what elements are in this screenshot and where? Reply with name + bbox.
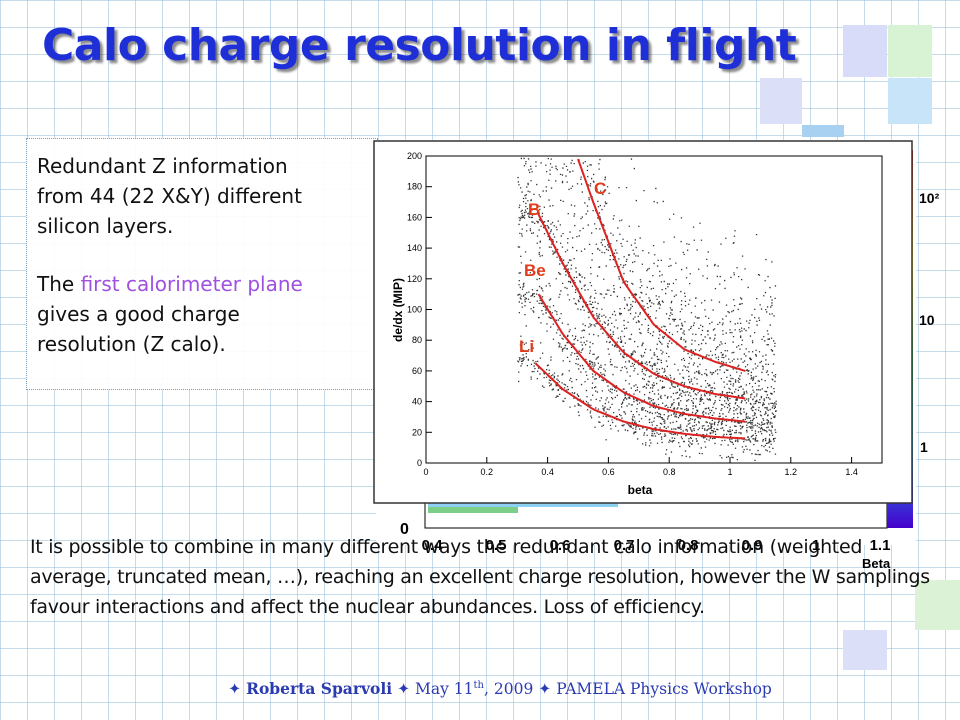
y-tick-label: 100 (407, 305, 422, 315)
x-tick-label: 0 (423, 467, 428, 477)
x-axis-label: beta (628, 483, 653, 497)
y-tick-label: 160 (407, 212, 422, 222)
y-tick-label: 140 (407, 243, 422, 253)
description-line: Redundant Z information (37, 154, 288, 178)
curve-label-c: C (594, 179, 606, 198)
scatter-plot-area (425, 155, 883, 464)
footer-separator: ✦ (228, 680, 242, 698)
color-scale-label: 1 (920, 439, 928, 455)
body-paragraph: It is possible to combine in many differ… (30, 536, 930, 618)
x-tick-label: 0.8 (663, 467, 676, 477)
y-tick-label: 60 (412, 366, 422, 376)
footer-separator: ✦ (397, 680, 411, 698)
heatmap-band (428, 507, 518, 513)
scatter-plot: 0 20 40 60 80 100 120 140 160 180 200 0 0.2 0.4 0.6 0.… (373, 140, 913, 504)
y-tick-label: 120 (407, 274, 422, 284)
description-line: from 44 (22 X&Y) different (37, 184, 302, 208)
y-tick-label: 200 (407, 151, 422, 161)
y-tick-label: 20 (412, 427, 422, 437)
footer-date: May 11th, 2009 (415, 680, 533, 698)
deco-square (843, 25, 887, 77)
footer-event: PAMELA Physics Workshop (556, 680, 772, 698)
color-scale-label: 10² (919, 190, 940, 206)
description-textbox: Redundant Z information from 44 (22 X&Y)… (26, 138, 378, 390)
background-x-tick-label: 0.6 (550, 537, 571, 554)
x-tick-label: 0.4 (541, 467, 554, 477)
description-line: The first calorimeter plane (37, 269, 303, 299)
curve-label-li: Li (519, 337, 534, 356)
footer-author: Roberta Sparvoli (246, 679, 393, 698)
curve-c (577, 158, 746, 372)
y-tick-label: 0 (417, 458, 422, 468)
page-title: Calo charge resolution in flight (42, 20, 797, 71)
y-tick-label: 180 (407, 182, 422, 192)
deco-square (888, 25, 932, 77)
y-axis-label: de/dx (MIP) (391, 278, 405, 342)
footer-date-text: May 11 (415, 680, 474, 698)
description-line: gives a good charge (37, 302, 240, 326)
deco-square (888, 78, 932, 124)
footer: ✦ Roberta Sparvoli ✦ May 11th, 2009 ✦ PA… (200, 679, 800, 698)
x-tick-label: 1 (727, 467, 732, 477)
curve-be (537, 293, 746, 423)
background-x-tick-label: 0.4 (422, 537, 444, 554)
x-tick-label: 0.2 (481, 467, 494, 477)
background-x-tick-label: 1.1 (870, 537, 891, 554)
y-axis-ticks: 0 20 40 60 80 100 120 140 160 180 200 (407, 151, 432, 468)
background-x-ticks: 0.4 0.5 0.6 0.7 0.8 0.9 1 1.1 (422, 537, 891, 554)
background-y-tick-label: 0 (400, 521, 409, 538)
background-x-tick-label: 0.5 (486, 537, 507, 554)
footer-date-suffix: th (473, 679, 484, 691)
x-axis-ticks: 0 0.2 0.4 0.6 0.8 1 1.2 1.4 (423, 457, 858, 477)
deco-square (915, 580, 960, 630)
deco-square (843, 630, 887, 670)
y-tick-label: 40 (412, 397, 422, 407)
curve-label-be: Be (524, 261, 546, 280)
description-line: silicon layers. (37, 214, 174, 238)
background-x-tick-label: 1 (812, 537, 820, 554)
curve-label-b: B (528, 200, 540, 219)
x-tick-label: 1.2 (785, 467, 798, 477)
deco-square (760, 78, 802, 124)
color-scale-label: 10 (919, 312, 935, 328)
highlighted-term: first calorimeter plane (80, 272, 303, 296)
background-x-axis-label: Beta (862, 556, 891, 571)
y-tick-label: 80 (412, 335, 422, 345)
deco-square (802, 125, 844, 137)
x-tick-label: 0.6 (602, 467, 615, 477)
background-x-tick-label: 0.7 (614, 537, 635, 554)
charge-curves (534, 158, 746, 440)
footer-date-year: , 2009 (484, 680, 534, 698)
description-line: resolution (Z calo). (37, 332, 226, 356)
curve-b (537, 213, 746, 400)
background-x-tick-label: 0.8 (678, 537, 699, 554)
curve-li (534, 362, 746, 440)
background-x-tick-label: 0.9 (742, 537, 763, 554)
description-text: The (37, 272, 81, 296)
footer-separator: ✦ (538, 680, 552, 698)
x-tick-label: 1.4 (845, 467, 858, 477)
